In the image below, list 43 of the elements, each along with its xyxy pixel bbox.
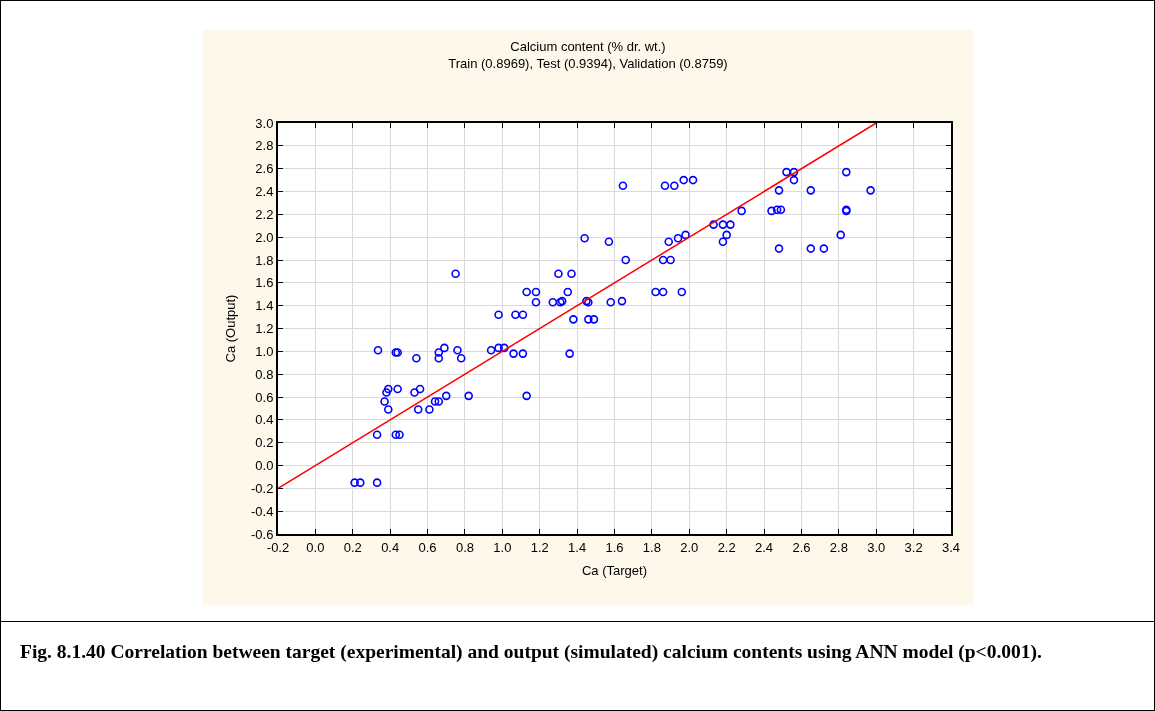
x-tick-label: 1.0 xyxy=(493,539,512,555)
x-tick-label: 0.8 xyxy=(455,539,474,555)
x-axis-title: Ca (Target) xyxy=(581,562,648,578)
y-tick-label: 1.0 xyxy=(255,343,274,359)
y-tick-label: 3.0 xyxy=(255,115,274,131)
x-tick-label: 0.2 xyxy=(343,539,362,555)
x-tick-label: 2.8 xyxy=(829,539,848,555)
y-tick-label: 1.6 xyxy=(255,275,274,291)
y-tick-label: 1.2 xyxy=(255,321,274,337)
x-tick-label: 3.0 xyxy=(867,539,886,555)
x-tick-label: 1.2 xyxy=(530,539,549,555)
y-tick-label: -0.2 xyxy=(250,480,274,496)
y-tick-label: 2.2 xyxy=(255,206,274,222)
y-tick-label: 0.0 xyxy=(255,458,274,474)
x-tick-label: 3.2 xyxy=(904,539,923,555)
x-tick-label: 1.6 xyxy=(605,539,624,555)
y-tick-label: 1.8 xyxy=(255,252,274,268)
x-tick-label: 2.4 xyxy=(755,539,774,555)
y-axis-title: Ca (Output) xyxy=(223,294,239,363)
chart-subtitle: Train (0.8969), Test (0.9394), Validation (0.8759) xyxy=(448,56,728,72)
x-tick-label: 0.6 xyxy=(418,539,437,555)
x-tick-label: 3.4 xyxy=(941,539,961,555)
y-tick-label: 2.4 xyxy=(255,184,274,200)
y-tick-label: 1.4 xyxy=(255,298,274,314)
y-tick-label: 0.4 xyxy=(255,412,274,428)
y-tick-label: 0.8 xyxy=(255,366,274,382)
y-tick-label: 2.8 xyxy=(255,138,274,154)
caption: Fig. 8.1.40 Correlation between target (experimental) and output (simulated) calcium contents using ANN model (p<0.001). xyxy=(20,640,1043,664)
x-tick-label: 0.4 xyxy=(381,539,400,555)
chart-title: Calcium content (% dr. wt.) xyxy=(510,39,666,55)
y-tick-label: -0.6 xyxy=(250,526,274,542)
x-tick-label: 1.8 xyxy=(642,539,661,555)
y-tick-label: 0.6 xyxy=(255,389,274,405)
y-tick-label: 0.2 xyxy=(255,435,274,451)
x-tick-label: 2.6 xyxy=(792,539,811,555)
x-tick-label: 2.2 xyxy=(717,539,736,555)
y-tick-label: 2.0 xyxy=(255,229,274,245)
x-tick-label: 0.0 xyxy=(306,539,325,555)
y-tick-label: 2.6 xyxy=(255,161,274,177)
x-tick-label: 2.0 xyxy=(680,539,699,555)
y-tick-label: -0.4 xyxy=(250,503,274,519)
x-tick-label: -0.2 xyxy=(266,539,290,555)
x-tick-label: 1.4 xyxy=(568,539,587,555)
